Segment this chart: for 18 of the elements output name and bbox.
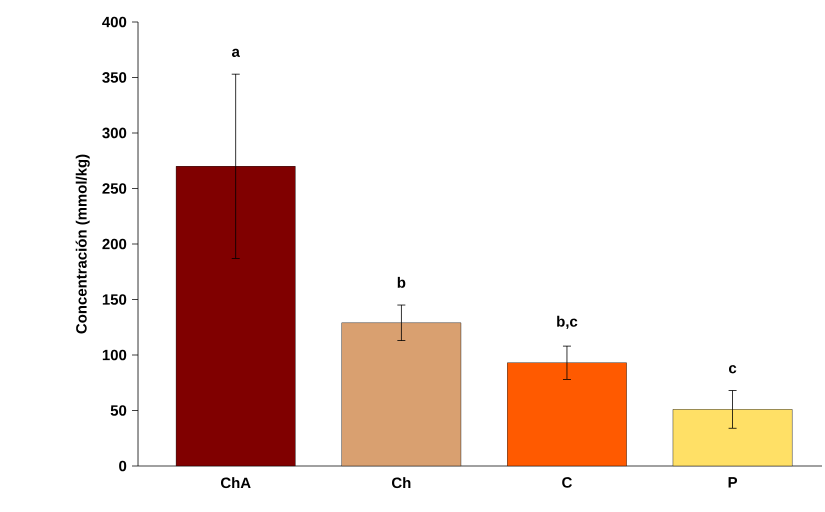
y-tick-label: 0 [119, 460, 126, 472]
y-tick-label: 100 [102, 350, 126, 360]
x-tick-label: P [728, 477, 738, 488]
y-tick-label: 50 [110, 405, 126, 416]
y-tick-label: 250 [102, 183, 126, 194]
x-tick-label: C [562, 477, 572, 488]
y-tick-label: 200 [102, 238, 126, 250]
x-tick-label: ChA [220, 477, 251, 488]
y-tick-label: 400 [102, 16, 126, 28]
x-tick-label: Ch [392, 477, 410, 488]
y-tick-label: 350 [102, 72, 126, 83]
y-tick-label: 150 [102, 294, 126, 305]
y-tick-label: 300 [102, 128, 126, 138]
annotation: a [232, 48, 240, 57]
annotation: c [729, 365, 736, 374]
annotation: b,c [557, 316, 578, 329]
annotation: b [398, 276, 406, 288]
y-axis-title: Concentración (mmol/kg) [76, 154, 90, 334]
